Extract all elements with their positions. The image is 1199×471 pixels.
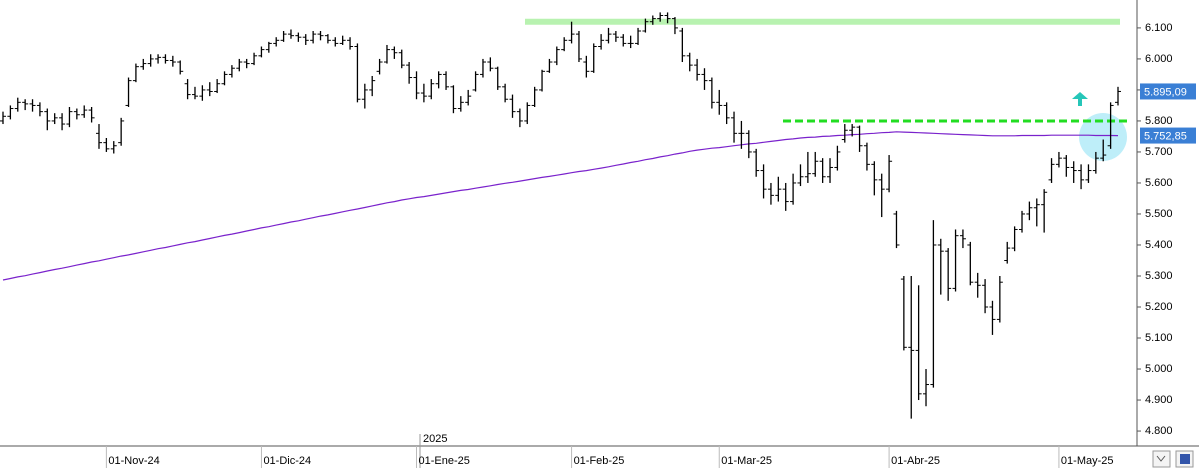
y-tick-label: 4.800 [1145, 425, 1173, 437]
ma-label: 5.752,85 [1144, 130, 1187, 142]
x-tick-label: 01-May-25 [1061, 455, 1114, 467]
up-arrow [1072, 92, 1088, 106]
year-label: 2025 [423, 433, 447, 445]
y-tick-label: 6.100 [1145, 22, 1173, 34]
y-tick-label: 5.500 [1145, 208, 1173, 220]
y-tick-label: 5.300 [1145, 270, 1173, 282]
y-tick-label: 5.800 [1145, 115, 1173, 127]
y-tick-label: 5.200 [1145, 301, 1173, 313]
y-tick-label: 5.100 [1145, 332, 1173, 344]
x-tick-label: 01-Dic-24 [263, 455, 311, 467]
last-price-label-box [1140, 83, 1196, 100]
moving-average [2, 131, 1119, 281]
y-tick-label: 6.000 [1145, 53, 1173, 65]
scroll-button[interactable] [1152, 450, 1171, 468]
x-tick-label: 01-Ene-25 [419, 455, 470, 467]
y-tick-label: 5.700 [1145, 146, 1173, 158]
y-tick-label: 4.900 [1145, 394, 1173, 406]
scroll-icon [1156, 455, 1166, 462]
y-tick-label: 5.600 [1145, 177, 1173, 189]
x-tick-label: 01-Feb-25 [574, 455, 625, 467]
y-tick-label: 5.400 [1145, 239, 1173, 251]
x-tick-label: 01-Nov-24 [108, 455, 159, 467]
x-tick-label: 01-Abr-25 [891, 455, 940, 467]
highlight-circle [1079, 113, 1127, 161]
last-price-label: 5.895,09 [1144, 86, 1187, 98]
x-tick-label: 01-Mar-25 [721, 455, 772, 467]
y-tick-label: 5.000 [1145, 363, 1173, 375]
scroll-buttons [1152, 450, 1194, 468]
ma-label-box [1140, 127, 1196, 144]
save-icon [1180, 454, 1190, 464]
